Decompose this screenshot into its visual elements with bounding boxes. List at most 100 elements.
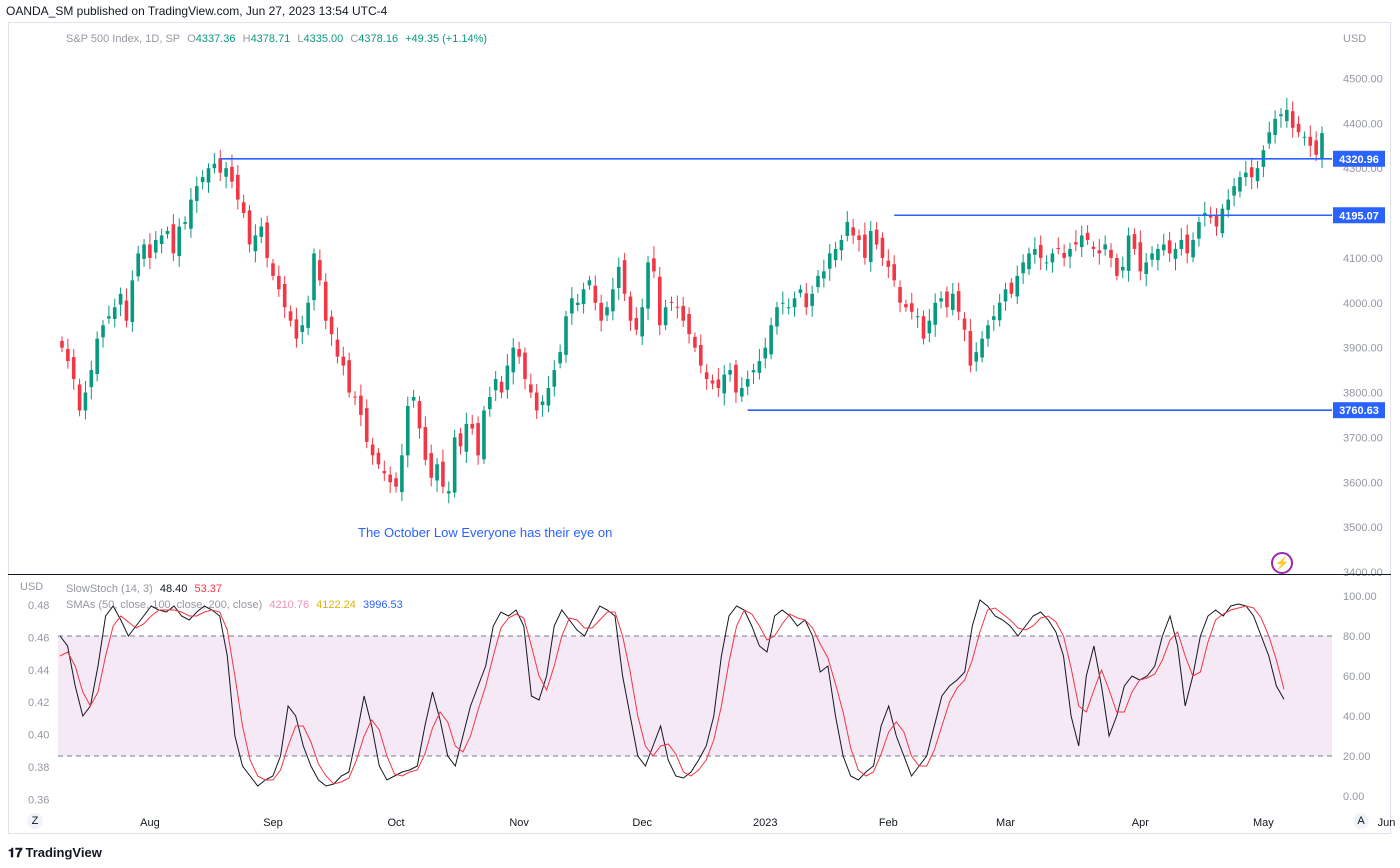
price-axis-tick: 3900.00 [1343,343,1383,355]
candle-body [1255,168,1260,182]
candle [681,296,686,328]
candle-body [159,235,164,245]
sma100-value: 4122.24 [316,599,356,611]
candle-body [1056,248,1061,250]
candle [980,331,984,363]
candle-body [1120,266,1125,271]
candle [652,246,656,279]
candle [118,287,123,317]
candle [194,176,199,214]
candle [1161,233,1166,256]
candle-body [335,339,340,357]
candle-body [540,401,545,406]
candle [265,215,269,268]
candle-body [945,291,949,308]
stoch-legend[interactable]: SlowStoch (14, 3) 48.40 53.37 [66,583,226,595]
stoch-axis-tick: 40.00 [1343,711,1371,723]
candle-body [1079,235,1084,248]
candle [816,270,820,293]
candle [704,364,709,390]
candle [1050,248,1055,273]
candle-body [523,352,527,380]
candle [1115,253,1119,281]
candle-body [435,464,439,481]
candle [89,360,94,400]
candle-body [1050,253,1055,263]
candle [470,414,475,435]
open-label: O [187,33,196,45]
auto-scale-button[interactable]: A [1353,813,1369,829]
main-legend[interactable]: S&P 500 Index, 1D, SP O4337.36 H4378.71 … [66,33,491,45]
candle [1091,241,1096,258]
candle-body [1044,262,1049,264]
time-axis-label: 2023 [753,817,777,829]
candle-body [142,244,146,259]
time-axis-label: Aug [140,817,160,829]
time-axis-label: Nov [509,817,529,829]
candle [241,194,246,218]
candle [364,399,369,449]
candle-body [757,361,762,373]
candle-body [868,230,873,262]
candle-body [423,427,428,460]
publisher-line: OANDA_SM published on TradingView.com, J… [6,4,388,18]
flash-icon[interactable]: ⚡ [1271,552,1293,574]
candle [986,319,990,347]
candle [868,221,873,272]
low-label: L [297,33,304,45]
candle-body [265,222,269,258]
candle-body [1308,136,1313,146]
candle-body [177,226,182,257]
level-price-label: 4195.07 [1339,210,1379,222]
candle [1273,110,1277,144]
candle-body [417,401,422,429]
candle [130,270,135,332]
candle-body [318,260,322,281]
candle [1238,171,1242,198]
candle [60,336,64,353]
candle-body [939,298,943,302]
candle [857,229,861,252]
candle [974,342,979,372]
candle [1202,201,1207,227]
candle-body [1273,118,1277,135]
candle [1027,247,1031,275]
candle [734,359,738,403]
level-price-label: 4320.96 [1339,154,1379,166]
candle-body [927,320,932,334]
candle [1220,204,1225,238]
candle [282,275,287,319]
candle [441,449,445,494]
candle-body [1132,234,1137,249]
candle-body [259,226,264,237]
brand-name: TradingView [25,845,102,860]
timezone-corner-button[interactable]: Z [27,813,43,829]
candle-body [845,222,850,236]
candle-body [499,381,504,393]
candle-body [206,168,211,183]
candle [341,346,346,376]
candle-body [136,253,140,277]
candle [1290,101,1295,138]
candle-body [816,275,820,288]
candle-body [933,302,938,325]
candle-body [599,302,603,321]
candle-body [1062,252,1066,258]
time-axis-label: May [1253,817,1274,829]
pane-separator[interactable] [8,574,1391,575]
candle [323,273,328,330]
candle-body [904,304,908,308]
candle-body [786,307,791,309]
candle [546,375,551,413]
price-axis-tick: 3700.00 [1343,432,1383,444]
candle [476,416,480,465]
candle-body [587,280,592,286]
level-price-label-bg [1333,402,1385,419]
stoch-axis-tick: 60.00 [1343,671,1371,683]
candle [611,277,615,321]
candle-body [288,311,293,321]
stoch-d-value: 53.37 [194,583,223,595]
sma-legend[interactable]: SMAs (50, close, 100, close, 200, close)… [66,599,407,611]
candle [786,298,791,315]
